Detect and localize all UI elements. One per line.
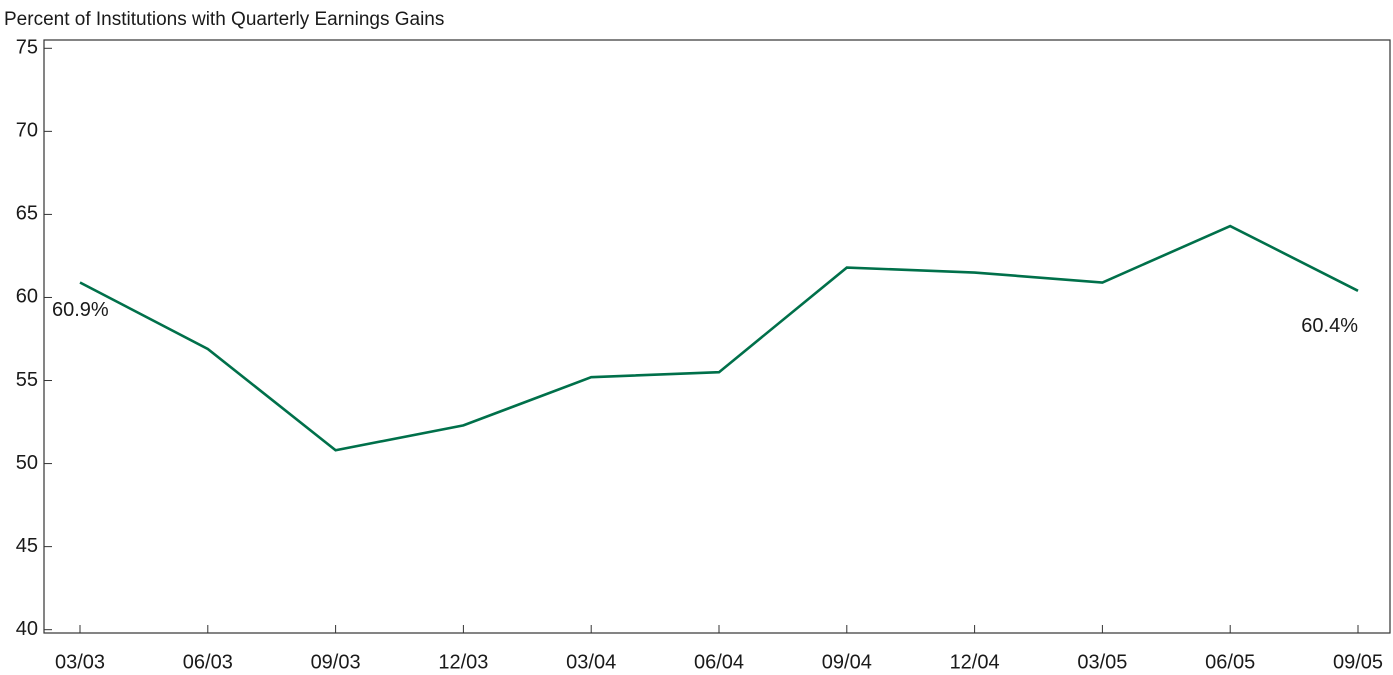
y-tick-label: 65 — [16, 203, 38, 225]
x-tick-label: 12/03 — [438, 651, 488, 673]
plot-frame — [43, 39, 1391, 634]
x-tick-label: 03/04 — [566, 651, 616, 673]
data-label: 60.4% — [1301, 315, 1358, 337]
y-tick-label: 70 — [16, 120, 38, 142]
y-tick-label: 60 — [16, 286, 38, 308]
x-tick-label: 09/05 — [1333, 651, 1383, 673]
data-label: 60.9% — [52, 299, 109, 321]
x-tick-label: 12/04 — [950, 651, 1000, 673]
x-tick-label: 06/03 — [183, 651, 233, 673]
y-tick-label: 75 — [16, 37, 38, 59]
y-tick-label: 45 — [16, 535, 38, 557]
y-tick-label: 40 — [16, 618, 38, 640]
line-series — [79, 224, 1359, 452]
x-tick-label: 09/04 — [822, 651, 872, 673]
x-tick-label: 03/03 — [55, 651, 105, 673]
x-tick-label: 06/04 — [694, 651, 744, 673]
x-tick-label: 09/03 — [311, 651, 361, 673]
chart-title: Percent of Institutions with Quarterly E… — [4, 9, 444, 30]
x-tick-label: 03/05 — [1077, 651, 1127, 673]
x-tick-label: 06/05 — [1205, 651, 1255, 673]
y-tick-label: 55 — [16, 369, 38, 391]
y-tick-label: 50 — [16, 452, 38, 474]
